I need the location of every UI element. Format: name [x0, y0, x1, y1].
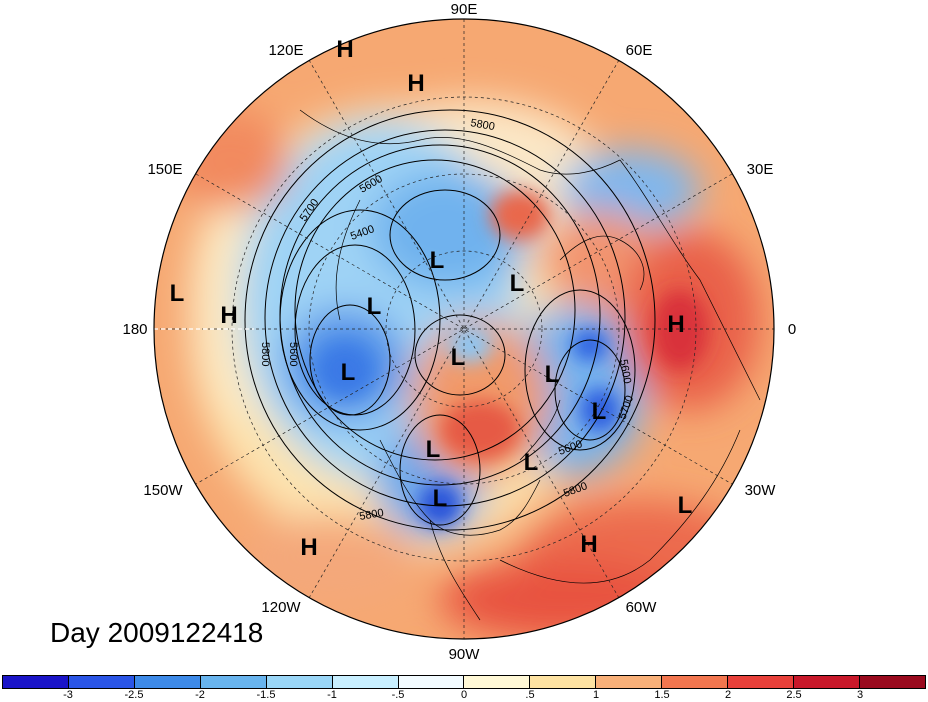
day-label: Day 2009122418 — [50, 617, 264, 648]
colorbar-tick-label: 2 — [724, 689, 732, 701]
colorbar-tick-label: -.5 — [391, 689, 405, 701]
colorbar-swatch — [596, 676, 663, 688]
coastlines — [299, 109, 761, 621]
low-pressure-marker: L — [510, 270, 525, 297]
colorbar-tick-label: 1 — [592, 689, 600, 701]
colorbar-tick-label: 1.5 — [654, 689, 670, 701]
lon-label-30w: 30W — [745, 482, 777, 499]
low-pressure-marker: L — [678, 492, 693, 519]
colorbar-swatch — [464, 676, 531, 688]
low-pressure-marker: L — [341, 359, 356, 386]
contour-label: 5800 — [469, 117, 495, 133]
colorbar-swatch — [266, 676, 333, 688]
colorbar-swatch — [728, 676, 795, 688]
colorbar-swatch — [332, 676, 399, 688]
contour-label: 5800 — [358, 507, 384, 523]
colorbar-swatch — [530, 676, 597, 688]
lon-label-150w: 150W — [143, 482, 183, 499]
low-pressure-marker: L — [433, 485, 448, 512]
lon-label-120w: 120W — [261, 599, 301, 616]
high-pressure-marker: H — [300, 534, 317, 561]
colorbar-swatch — [200, 676, 267, 688]
low-pressure-marker: L — [592, 398, 607, 425]
colorbar-swatch — [68, 676, 135, 688]
contour-label: 5800 — [259, 342, 271, 366]
graticule — [154, 19, 774, 639]
map-border — [153, 18, 775, 640]
lon-label-30e: 30E — [747, 161, 774, 178]
colorbar-tick-label: 2.5 — [786, 689, 802, 701]
colorbar-swatch — [134, 676, 201, 688]
low-pressure-marker: L — [524, 449, 539, 476]
low-pressure-marker: L — [426, 436, 441, 463]
colorbar-tick-label: 3 — [856, 689, 864, 701]
lon-label-60e: 60E — [626, 42, 653, 59]
lon-label-0: 0 — [788, 321, 796, 338]
low-pressure-marker: L — [367, 293, 382, 320]
colorbar-tick-label: -3 — [63, 689, 73, 701]
lon-label-120e: 120E — [268, 42, 303, 59]
lon-label-90w: 90W — [449, 646, 481, 663]
low-pressure-marker: L — [170, 280, 185, 307]
lon-label-150e: 150E — [147, 161, 182, 178]
colorbar-tick-label: -2.5 — [124, 689, 144, 701]
lon-label-90e: 90E — [451, 1, 478, 18]
lon-label-180: 180 — [122, 321, 147, 338]
lon-label-60w: 60W — [626, 599, 658, 616]
colorbar-tick-label: .5 — [525, 689, 535, 701]
high-pressure-marker: H — [407, 70, 424, 97]
low-pressure-marker: L — [545, 361, 560, 388]
longitude-labels: 90E 60E 30E 0 30W 60W 90W 120W 150W 180 … — [122, 1, 796, 663]
colorbar-swatch — [794, 676, 860, 688]
pressure-centers: H H L H L L L L H L L L L L L H H L — [170, 36, 693, 561]
colorbar-tick-label: -1 — [327, 689, 337, 701]
high-pressure-marker: H — [580, 531, 597, 558]
colorbar-swatch — [859, 676, 925, 688]
high-pressure-marker: H — [667, 311, 684, 338]
height-contours — [244, 109, 656, 531]
colorbar-tick-label: -2 — [195, 689, 205, 701]
colorbar — [2, 675, 926, 689]
low-pressure-marker: L — [430, 247, 445, 274]
colorbar-tick-label: -1.5 — [256, 689, 276, 701]
high-pressure-marker: H — [336, 36, 353, 63]
contour-label: 5600 — [287, 342, 299, 366]
low-pressure-marker: L — [451, 344, 466, 371]
colorbar-swatch — [398, 676, 465, 688]
colorbar-swatch — [662, 676, 729, 688]
high-pressure-marker: H — [220, 302, 237, 329]
contour-label: 5600 — [617, 358, 633, 384]
colorbar-tick-label: 0 — [460, 689, 468, 701]
colorbar-swatch — [3, 676, 69, 688]
